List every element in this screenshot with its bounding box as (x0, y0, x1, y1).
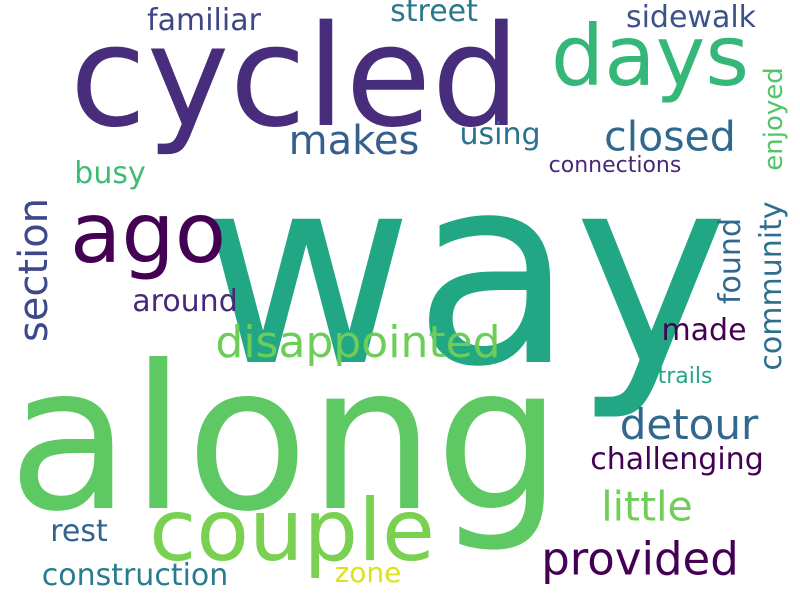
word-disappointed: disappointed (215, 317, 501, 368)
word-closed: closed (604, 112, 736, 161)
word-way: way (199, 119, 729, 424)
word-cycled: cycled (69, 0, 521, 159)
word-rest: rest (50, 514, 108, 549)
word-found: found (713, 218, 748, 304)
word-community: community (754, 201, 789, 371)
word-construction: construction (41, 558, 229, 593)
word-sidewalk: sidewalk (625, 0, 757, 35)
word-section: section (11, 197, 57, 343)
word-connections: connections (548, 153, 682, 178)
word-around: around (132, 284, 238, 319)
word-provided: provided (541, 532, 739, 586)
word-challenging: challenging (590, 442, 764, 477)
word-little: little (601, 482, 693, 531)
word-couple: couple (149, 481, 435, 581)
word-street: street (390, 0, 478, 29)
word-familiar: familiar (147, 3, 261, 38)
word-made: made (661, 313, 747, 348)
word-using: using (459, 117, 541, 152)
word-days: days (550, 7, 750, 105)
word-enjoyed: enjoyed (759, 67, 789, 171)
word-along: along (7, 323, 563, 556)
word-detour: detour (619, 400, 759, 449)
word-trails: trails (657, 364, 713, 389)
word-zone: zone (334, 556, 402, 589)
word-busy: busy (74, 156, 146, 191)
word-ago: ago (69, 184, 227, 282)
word-makes: makes (288, 118, 420, 164)
